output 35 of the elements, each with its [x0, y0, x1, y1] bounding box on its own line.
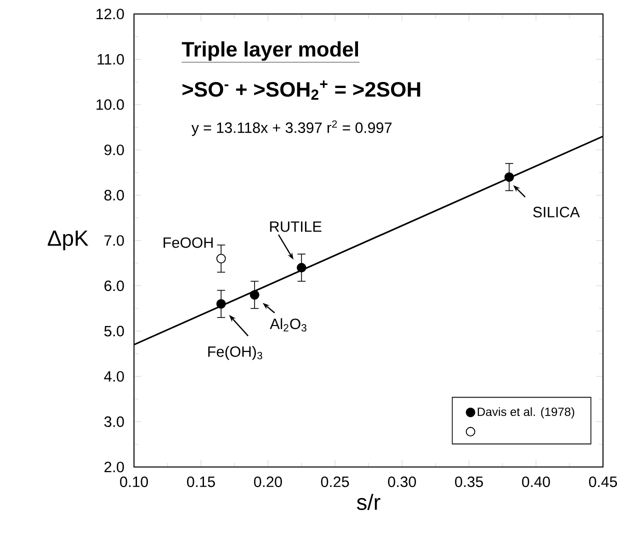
- y-tick-label: 12.0: [96, 8, 124, 20]
- point: [250, 290, 260, 300]
- annotation: FeOOH: [164, 237, 213, 248]
- x-tick-label: 0.30: [388, 476, 416, 488]
- annotation: Fe(OH)$_{3}$: [208, 346, 262, 360]
- point: [296, 262, 306, 272]
- x-tick-label: 0.45: [589, 476, 617, 488]
- y-tick-label: 8.0: [104, 190, 124, 200]
- x-tick-label: 0.40: [522, 476, 550, 488]
- y-tick-label: 2.0: [104, 462, 124, 472]
- x-tick-label: 0.15: [187, 476, 215, 488]
- y-tick-label: 3.0: [104, 416, 124, 427]
- y-tick-label: 11.0: [98, 54, 124, 65]
- annotation: RUTILE: [270, 221, 322, 232]
- y-tick-label: 7.0: [104, 235, 124, 246]
- y-tick-label: 6.0: [104, 280, 124, 292]
- annotation: y = 13.118x + 3.397 r$^{2}$ = 0.997: [191, 120, 392, 136]
- annotation: SILICA: [533, 206, 580, 218]
- annotation: Al$_{2}$O$_{3}$: [270, 318, 306, 332]
- point: [216, 254, 226, 264]
- legend-label: Davis et al. (1978): [478, 407, 574, 418]
- point: [216, 299, 226, 309]
- y-tick-label: 5.0: [104, 326, 124, 336]
- x-axis-title: s/r: [356, 494, 380, 510]
- y-axis-title: ΔpK: [48, 230, 88, 250]
- x-tick-label: 0.10: [120, 476, 148, 488]
- text: Triple layer model: [182, 41, 358, 61]
- y-tick-label: 9.0: [104, 144, 124, 156]
- text: >SO$^{-}$ + >SOH$_{2}$$^{+}$ = >2SOH: [182, 80, 420, 100]
- y-tick-label: 4.0: [104, 371, 124, 382]
- x-tick-label: 0.25: [321, 476, 349, 488]
- point: [504, 172, 514, 182]
- x-tick-label: 0.20: [254, 476, 282, 488]
- x-tick-label: 0.35: [455, 476, 483, 488]
- y-tick-label: 10.0: [96, 99, 124, 110]
